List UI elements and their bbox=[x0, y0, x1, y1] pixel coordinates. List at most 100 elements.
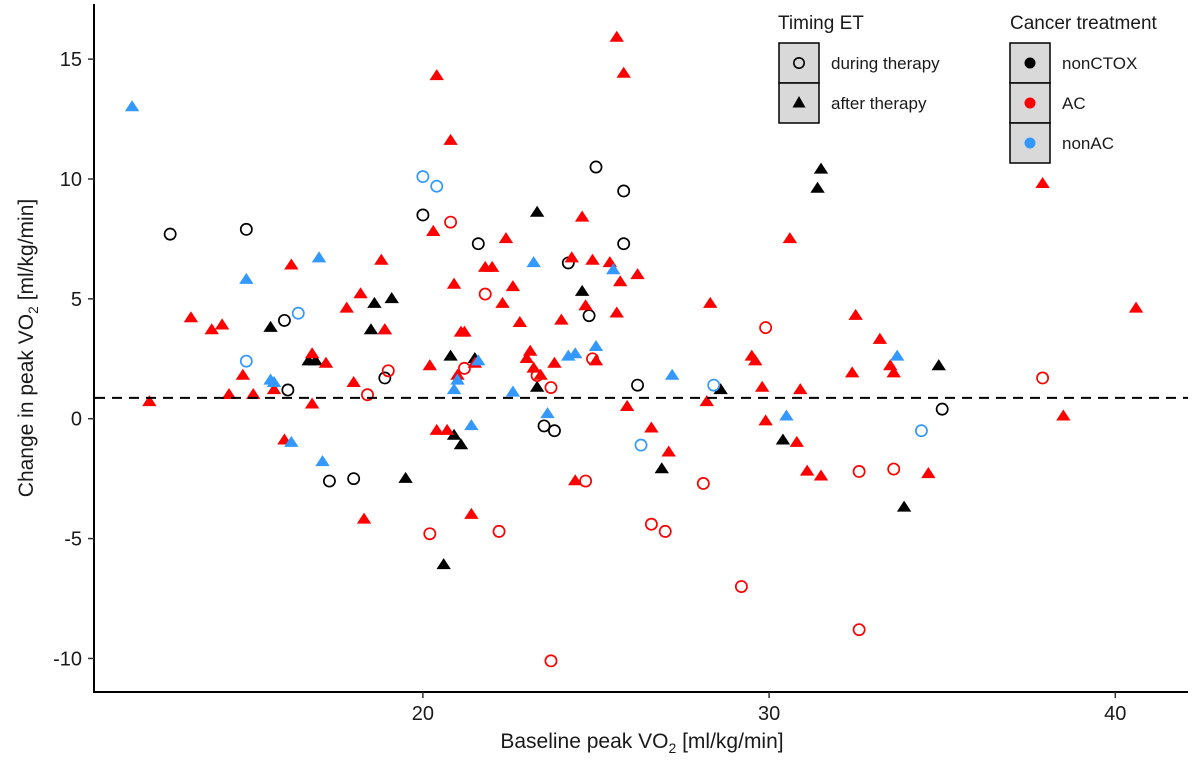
data-point-triangle bbox=[713, 383, 728, 395]
data-point-triangle bbox=[616, 66, 631, 78]
data-point-triangle bbox=[568, 347, 583, 359]
data-point-triangle bbox=[533, 368, 548, 380]
ac-dot-icon bbox=[1024, 97, 1036, 109]
data-point-triangle bbox=[374, 253, 389, 265]
data-point-triangle bbox=[574, 210, 590, 222]
legend-timing-title: Timing ET bbox=[778, 13, 864, 34]
data-point-circle bbox=[423, 527, 437, 541]
data-point-triangle bbox=[498, 232, 514, 244]
x-tick-label: 20 bbox=[412, 703, 434, 725]
filled-triangle-icon bbox=[792, 96, 806, 108]
data-point-triangle bbox=[529, 205, 545, 217]
data-point-circle bbox=[277, 313, 291, 327]
data-point-triangle bbox=[464, 419, 479, 431]
data-point-triangle bbox=[443, 349, 458, 361]
data-point-triangle bbox=[844, 366, 860, 378]
data-point-triangle bbox=[606, 263, 621, 275]
data-point-triangle bbox=[886, 366, 901, 378]
data-point-circle bbox=[852, 623, 866, 637]
data-point-triangle bbox=[754, 380, 770, 392]
data-point-circle bbox=[378, 371, 392, 385]
data-point-triangle bbox=[609, 306, 624, 318]
y-tick-label: 15 bbox=[60, 49, 82, 71]
data-point-triangle bbox=[789, 435, 804, 447]
data-point-triangle bbox=[443, 133, 458, 145]
data-point-circle bbox=[644, 517, 658, 531]
data-point-triangle bbox=[464, 507, 479, 519]
data-point-triangle bbox=[848, 308, 863, 320]
data-point-circle bbox=[544, 381, 558, 395]
data-point-triangle bbox=[703, 296, 718, 308]
data-point-triangle bbox=[484, 260, 500, 272]
series-ac-during bbox=[361, 215, 1050, 668]
data-point-triangle bbox=[505, 385, 521, 397]
data-point-circle bbox=[759, 321, 773, 335]
data-point-triangle bbox=[654, 462, 669, 474]
data-point-triangle bbox=[239, 272, 254, 284]
data-point-triangle bbox=[284, 435, 299, 447]
data-point-triangle bbox=[505, 280, 521, 292]
data-point-triangle bbox=[578, 299, 593, 311]
legend-label-nonctox: nonCTOX bbox=[1062, 54, 1137, 73]
open-circle-icon bbox=[792, 56, 805, 69]
data-point-triangle bbox=[1128, 301, 1144, 313]
data-point-circle bbox=[444, 215, 458, 229]
data-point-triangle bbox=[457, 325, 472, 337]
data-point-triangle bbox=[446, 383, 462, 395]
data-point-triangle bbox=[540, 407, 555, 419]
legend-label-after: after therapy bbox=[831, 94, 927, 113]
data-point-triangle bbox=[308, 354, 323, 366]
data-point-triangle bbox=[353, 287, 368, 299]
data-point-triangle bbox=[235, 368, 251, 380]
data-point-circle bbox=[634, 438, 648, 452]
series-nonctox-during bbox=[163, 160, 949, 488]
data-point-triangle bbox=[588, 354, 604, 366]
data-point-circle bbox=[416, 170, 430, 184]
data-point-triangle bbox=[574, 284, 590, 296]
y-tick-label: 5 bbox=[71, 289, 82, 311]
data-point-triangle bbox=[872, 332, 888, 344]
data-point-circle bbox=[430, 179, 444, 193]
data-point-circle bbox=[281, 383, 295, 397]
data-point-triangle bbox=[426, 224, 441, 236]
data-point-triangle bbox=[661, 445, 676, 457]
data-point-triangle bbox=[363, 323, 379, 335]
data-point-circle bbox=[471, 237, 485, 251]
y-tick-label: -5 bbox=[64, 529, 82, 551]
data-point-triangle bbox=[523, 344, 538, 356]
x-tick-label: 40 bbox=[1104, 703, 1126, 725]
data-point-triangle bbox=[512, 316, 528, 328]
data-point-triangle bbox=[356, 512, 372, 524]
data-point-triangle bbox=[519, 351, 534, 364]
series-ac-after bbox=[142, 30, 1144, 524]
data-point-triangle bbox=[446, 277, 462, 289]
data-point-triangle bbox=[619, 399, 635, 411]
data-point-triangle bbox=[471, 354, 486, 366]
legend-label-nonac: nonAC bbox=[1062, 134, 1114, 153]
data-point-triangle bbox=[204, 323, 219, 335]
data-point-triangle bbox=[266, 375, 282, 387]
data-point-circle bbox=[734, 580, 748, 593]
data-point-triangle bbox=[318, 356, 334, 368]
data-point-circle bbox=[887, 462, 901, 476]
data-point-circle bbox=[852, 465, 866, 478]
data-point-circle bbox=[537, 419, 551, 433]
data-point-circle bbox=[582, 309, 596, 323]
data-point-triangle bbox=[436, 558, 451, 570]
data-point-triangle bbox=[450, 373, 465, 385]
data-point-triangle bbox=[810, 181, 825, 193]
data-point-triangle bbox=[799, 464, 815, 476]
data-point-triangle bbox=[221, 387, 237, 399]
y-ticks: 15 10 5 0 -5 -10 bbox=[53, 49, 94, 670]
data-point-triangle bbox=[921, 467, 936, 479]
data-point-triangle bbox=[453, 438, 469, 450]
data-point-circle bbox=[322, 474, 336, 488]
data-point-triangle bbox=[699, 395, 714, 407]
data-point-triangle bbox=[339, 301, 354, 313]
data-point-triangle bbox=[526, 361, 541, 373]
data-point-circle bbox=[291, 306, 305, 320]
data-point-triangle bbox=[758, 414, 773, 426]
data-point-triangle bbox=[588, 340, 604, 352]
data-point-triangle bbox=[1035, 176, 1050, 189]
